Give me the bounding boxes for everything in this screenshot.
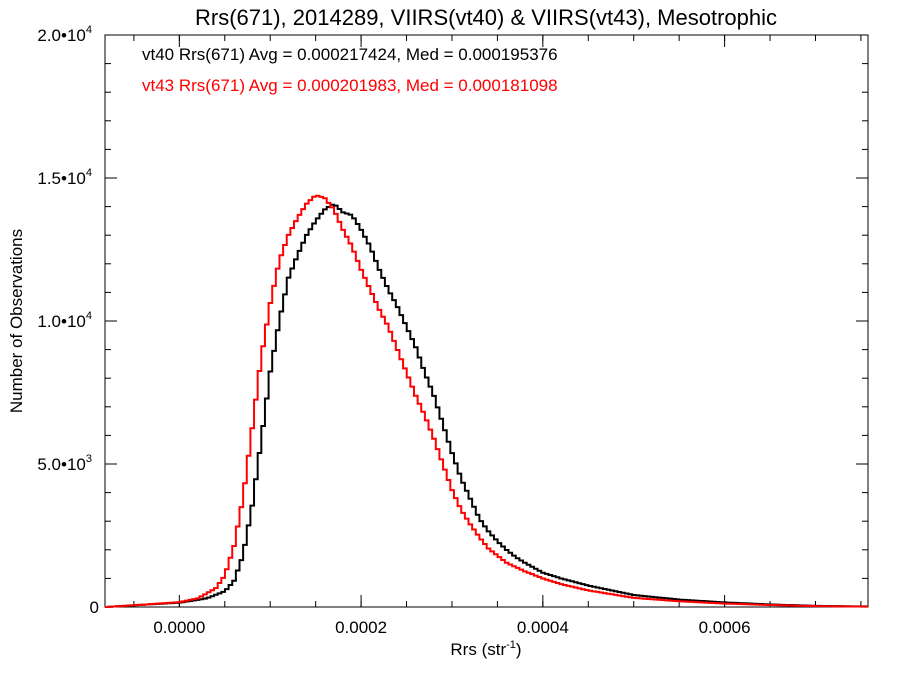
- legend-vt43-stats: vt43 Rrs(671) Avg = 0.000201983, Med = 0…: [142, 76, 558, 95]
- y-tick-label: 1.0•104: [37, 310, 92, 331]
- plot-frame: [104, 34, 869, 608]
- legend-vt40-stats: vt40 Rrs(671) Avg = 0.000217424, Med = 0…: [142, 45, 558, 64]
- series-layer: [105, 194, 868, 608]
- y-tick-label: 1.5•104: [37, 167, 92, 188]
- x-tick-label: 0.0006: [699, 618, 751, 637]
- y-tick-label: 5.0•103: [37, 453, 92, 474]
- series-line-vt43: [105, 194, 868, 608]
- x-tick-label: 0.0004: [517, 618, 569, 637]
- x-axis-label: Rrs (str-1): [450, 639, 521, 659]
- chart-title: Rrs(671), 2014289, VIIRS(vt40) & VIIRS(v…: [195, 5, 777, 30]
- x-tick-label: 0.0000: [153, 618, 205, 637]
- y-tick-label: 2.0•104: [37, 24, 92, 45]
- axis-ticks: 0.0000 0.0002 0.0004 0.0006 0 5.0•103 1.0•104 1…: [37, 24, 868, 637]
- y-axis-label: Number of Observations: [7, 229, 26, 413]
- x-tick-label: 0.0002: [335, 618, 387, 637]
- y-tick-label: 0: [90, 598, 99, 617]
